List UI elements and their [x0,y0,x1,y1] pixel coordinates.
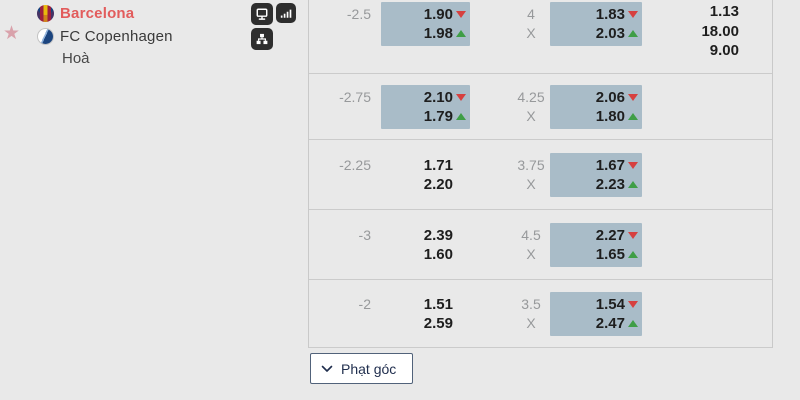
odds-value: 1.90 [423,6,453,23]
trend-arrow-icon [625,226,638,245]
x-label: X [526,245,536,262]
odds-value: 2.59 [423,314,453,332]
odds-value: 2.47 [595,314,625,332]
odds-value: 1.60 [423,245,453,263]
x-label: X [526,25,536,41]
trend-arrow-icon [453,226,466,245]
team-panel: ★ Barcelona FC Copenhagen Hoà [0,0,308,400]
monitor-icon [256,8,268,20]
x-label: X [526,107,536,124]
total-line-labels: 4.25 X [501,85,561,129]
handicap-odds-cell[interactable]: 1.71 2.20 [381,153,470,197]
stats-button[interactable] [276,3,296,23]
trend-arrow-icon [453,245,466,264]
odds-value: 2.10 [423,88,453,106]
total-odds-cell[interactable]: 1.67 2.23 [550,152,642,197]
trend-arrow-icon [453,156,466,175]
total-line-label: 4.5 [521,226,541,243]
odds-value: 1.51 [423,295,453,313]
handicap-label: -2.5 [346,6,371,22]
odds-value: 1.79 [423,107,453,125]
total-odds-cell[interactable]: 1.54 2.47 [550,291,642,336]
full-time-away-odds[interactable]: 18.00 [701,22,739,40]
trend-arrow-icon [625,245,638,264]
trend-arrow-icon [625,314,638,333]
away-team-row: FC Copenhagen [37,27,173,46]
total-line-labels: 4.5 X [501,223,561,267]
odds-value: 1.83 [595,6,625,23]
away-team-name: FC Copenhagen [60,28,173,45]
full-time-draw-odds[interactable]: 9.00 [709,42,739,59]
handicap-label: -2.25 [339,156,371,173]
handicap-odds-cell[interactable]: 2.39 1.60 [381,223,470,267]
trend-arrow-icon [625,107,638,126]
full-time-odds-column: 1.13 18.00 9.00 [635,2,739,61]
odds-value: 2.27 [595,226,625,244]
draw-label: Hoà [62,50,90,67]
away-team-crest-icon [37,28,54,45]
odds-table: -2.5 1.90 1.98 4 X 1.83 2.03 1.13 18.00 … [308,0,773,348]
odds-row: -3 2.39 1.60 4.5 X 2.27 1.65 [309,210,772,280]
trend-arrow-icon [625,295,638,314]
total-line-label: 4 [527,6,535,22]
home-team-row: Barcelona [37,4,134,23]
trend-arrow-icon [453,295,466,314]
total-odds-cell[interactable]: 1.83 2.03 [550,2,642,46]
favorite-star-icon[interactable]: ★ [3,23,21,44]
odds-row: -2.5 1.90 1.98 4 X 1.83 2.03 1.13 18.00 … [309,0,772,74]
handicap-label: -2 [358,295,371,312]
total-line-labels: 3.5 X [501,292,561,336]
trend-arrow-icon [453,24,466,43]
odds-value: 1.67 [595,156,625,174]
handicap-odds-cell[interactable]: 1.51 2.59 [381,292,470,336]
odds-value: 1.65 [595,245,625,263]
handicap-label: -3 [358,226,371,243]
odds-value: 1.80 [595,107,625,125]
trend-arrow-icon [453,175,466,194]
total-odds-cell[interactable]: 2.06 1.80 [550,84,642,129]
total-line-labels: 4 X [501,2,561,46]
sitemap-icon [256,33,268,45]
chevron-down-icon [321,365,333,372]
lineup-button[interactable] [251,28,273,50]
x-label: X [526,175,536,192]
odds-value: 2.06 [595,88,625,106]
live-tv-button[interactable] [251,3,273,25]
trend-arrow-icon [453,5,466,24]
handicap-odds-cell[interactable]: 2.10 1.79 [381,84,470,129]
odds-row: -2 1.51 2.59 3.5 X 1.54 2.47 [309,280,772,348]
trend-arrow-icon [453,88,466,107]
full-time-home-odds[interactable]: 1.13 [709,3,739,20]
corner-kick-button[interactable]: Phạt góc [310,353,414,384]
odds-row: -2.25 1.71 2.20 3.75 X 1.67 2.23 [309,140,772,210]
total-line-label: 3.75 [517,156,545,173]
handicap-odds-cell[interactable]: 1.90 1.98 [381,2,470,46]
home-team-crest-icon [37,5,54,22]
odds-value: 1.71 [423,156,453,174]
odds-value: 1.98 [423,25,453,42]
total-line-labels: 3.75 X [501,153,561,197]
trend-arrow-icon [625,88,638,107]
total-line-label: 3.5 [521,295,541,312]
signal-bars-icon [280,9,292,18]
odds-value: 2.23 [595,175,625,193]
odds-value: 2.39 [423,226,453,244]
handicap-label: -2.75 [339,88,371,105]
trend-arrow-icon [453,314,466,333]
home-team-name: Barcelona [60,5,135,22]
odds-value: 2.20 [423,175,453,193]
trend-arrow-icon [453,107,466,126]
trend-arrow-icon [625,156,638,175]
odds-value: 2.03 [595,25,625,42]
total-odds-cell[interactable]: 2.27 1.65 [550,222,642,267]
odds-value: 1.54 [595,295,625,313]
corner-kick-button-label: Phạt góc [341,360,397,377]
trend-arrow-icon [625,175,638,194]
total-line-label: 4.25 [517,88,545,105]
odds-row: -2.75 2.10 1.79 4.25 X 2.06 1.80 [309,74,772,140]
x-label: X [526,314,536,331]
